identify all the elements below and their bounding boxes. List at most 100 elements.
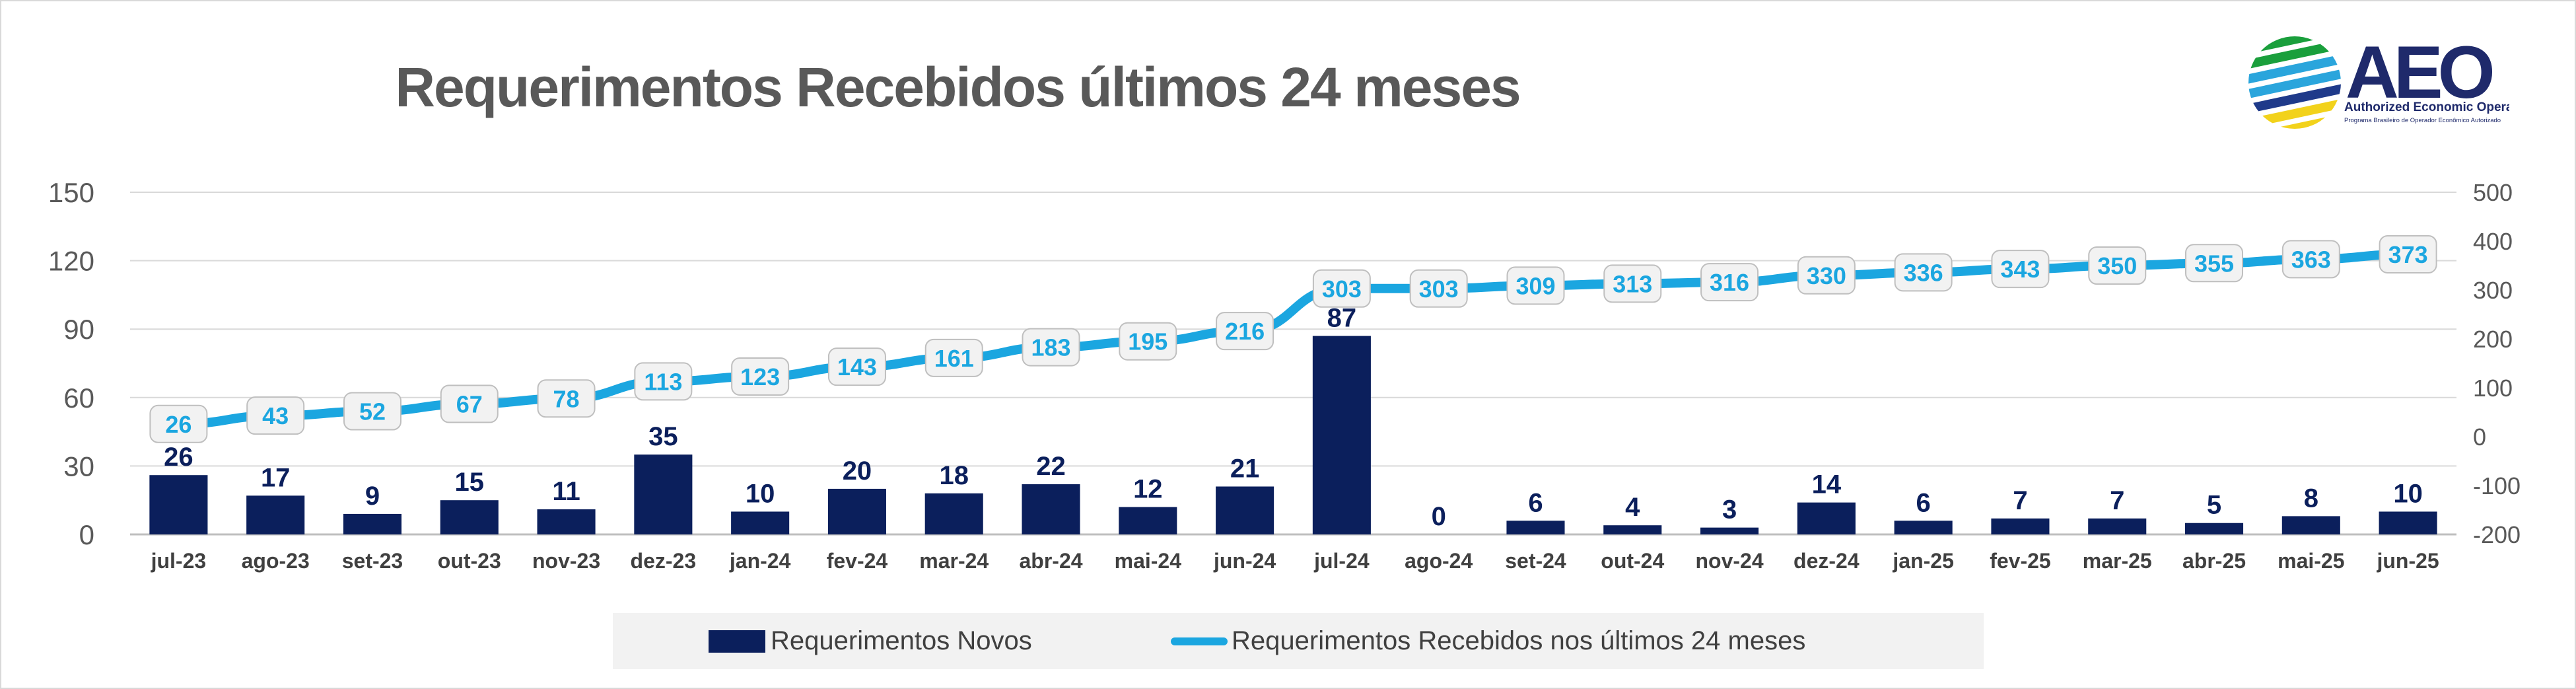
legend-label-line: Requerimentos Recebidos nos últimos 24 m… (1232, 626, 1806, 655)
bar-data-label: 12 (1133, 475, 1163, 504)
bar-data-label: 7 (2110, 486, 2124, 515)
x-axis: jul-23 ago-23 set-23 out-23 nov-23 dez-23 jan-… (151, 549, 2439, 573)
x-tick-label: jun-24 (1213, 549, 1276, 573)
bar (149, 475, 208, 534)
gridlines (130, 192, 2456, 536)
x-tick-label: nov-24 (1695, 549, 1763, 573)
left-tick-label: 30 (63, 451, 94, 482)
line-data-label: 195 (1128, 328, 1167, 355)
bar (1119, 507, 1177, 534)
line-data-label: 143 (837, 353, 877, 381)
line-data-label-box (2185, 244, 2244, 283)
line-series (174, 249, 2413, 429)
line-data-label-box (827, 347, 886, 386)
x-tick-label: ago-24 (1405, 549, 1473, 573)
bar (827, 488, 886, 534)
line-data-label-box (731, 357, 790, 396)
right-tick-label: 300 (2473, 277, 2513, 304)
legend-swatch-bars (709, 630, 765, 653)
x-tick-label: abr-25 (2182, 549, 2246, 573)
x-tick-label: mar-24 (919, 549, 989, 573)
line-data-label: 161 (934, 345, 974, 372)
aeo-logo-name: Authorized Economic Operator (2344, 100, 2509, 114)
x-tick-label: set-23 (342, 549, 403, 573)
line-data-label: 216 (1225, 318, 1265, 345)
line-data-label-box (2281, 240, 2340, 279)
line-data-label-box (149, 404, 208, 443)
right-tick-label: -100 (2473, 472, 2521, 499)
line-data-label-box (1894, 253, 1953, 292)
x-tick-label: set-24 (1505, 549, 1566, 573)
line-data-label: 330 (1807, 262, 1846, 289)
line-data-label: 313 (1613, 270, 1652, 297)
bar (2088, 518, 2147, 534)
legend-label-bars: Requerimentos Novos (771, 626, 1032, 655)
legend-swatch-line (1171, 637, 1228, 645)
x-tick-label: jul-23 (151, 549, 207, 573)
line-data-label: 336 (1904, 259, 1943, 286)
legend: Requerimentos Novos Requerimentos Recebi… (613, 613, 1984, 669)
bar (440, 500, 499, 534)
right-tick-label: 0 (2473, 423, 2486, 451)
bar (2184, 523, 2244, 534)
bar-data-label: 17 (261, 463, 291, 492)
line-data-label-box (1312, 269, 1371, 308)
bar-data-label: 11 (552, 477, 580, 506)
bar (537, 509, 596, 534)
x-tick-label: out-24 (1601, 549, 1664, 573)
bar (731, 511, 790, 534)
line-data-label-box (2379, 235, 2437, 273)
bar-data-label: 15 (455, 468, 485, 497)
x-tick-label: nov-23 (532, 549, 600, 573)
bar-data-label: 14 (1812, 470, 1842, 499)
line-data-label-box (1506, 266, 1565, 305)
aeo-logo-subtitle: Programa Brasileiro de Operador Econômic… (2344, 117, 2501, 124)
bar (343, 513, 402, 534)
bar (634, 454, 693, 534)
bar (924, 493, 983, 534)
x-tick-label: dez-24 (1793, 549, 1860, 573)
bar (1603, 525, 1662, 534)
line-data-label: 355 (2194, 250, 2234, 277)
line-data-label-box (924, 338, 983, 377)
x-tick-label: fev-24 (827, 549, 888, 573)
bar-data-label: 20 (843, 456, 872, 486)
x-tick-label: mai-24 (1115, 549, 1182, 573)
line-data-label-box (1700, 263, 1759, 302)
x-tick-label: fev-25 (1990, 549, 2051, 573)
bar (1700, 527, 1759, 534)
x-tick-label: jan-25 (1892, 549, 1953, 573)
bar-data-label: 5 (2207, 491, 2221, 520)
bar-data-label: 10 (746, 479, 775, 508)
left-tick-label: 60 (63, 382, 94, 414)
legend-item-line[interactable]: Requerimentos Recebidos nos últimos 24 m… (1171, 613, 1805, 669)
right-tick-label: 100 (2473, 375, 2513, 402)
right-axis: -200 -100 0 100 200 300 400 500 (2473, 179, 2521, 548)
bar-data-label: 6 (1528, 488, 1543, 517)
x-tick-label: abr-24 (1019, 549, 1082, 573)
legend-item-bars[interactable]: Requerimentos Novos (709, 613, 1032, 669)
left-tick-label: 90 (63, 314, 94, 345)
line-data-label: 52 (359, 398, 386, 425)
right-tick-label: 200 (2473, 326, 2513, 353)
chart-title: Requerimentos Recebidos últimos 24 meses (395, 56, 1521, 118)
bar-data-label: 10 (2393, 479, 2423, 508)
line-data-label-box (1119, 322, 1177, 361)
series-line (174, 249, 2413, 429)
aeo-logo-acronym: AEO (2346, 31, 2493, 114)
x-tick-label: dez-23 (631, 549, 697, 573)
bar (246, 495, 305, 534)
line-data-label: 303 (1419, 275, 1459, 303)
line-data-label-box (537, 379, 596, 418)
line-data-label: 26 (165, 411, 191, 438)
right-tick-label: 500 (2473, 179, 2513, 206)
line-data-label: 183 (1031, 334, 1070, 361)
line-data-label-box (1991, 250, 2050, 289)
bar (2281, 516, 2340, 534)
line-data-label: 316 (1710, 269, 1749, 296)
bar (1022, 484, 1080, 534)
bar (1312, 336, 1371, 534)
line-data-label: 350 (2097, 252, 2137, 279)
